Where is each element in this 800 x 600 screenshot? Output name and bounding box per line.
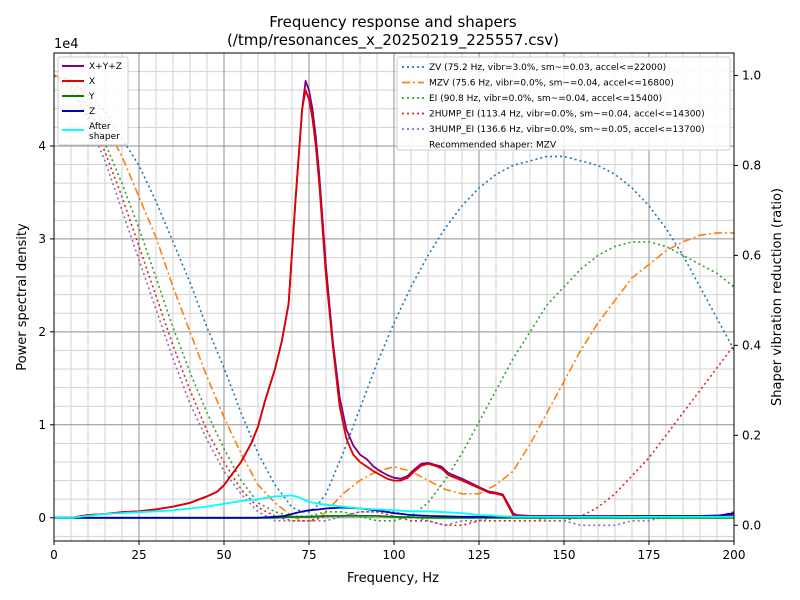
x-axis: 0 25 50 75 100 125 150 175 200 (50, 541, 745, 562)
shaper-line-mzv (54, 74, 734, 522)
legend-left-label: X+Y+Z (89, 62, 122, 72)
psd-line-x (54, 89, 734, 519)
legend-right-label: EI (90.8 Hz, vibr=0.0%, sm~=0.04, accel<… (429, 94, 662, 104)
y2-tick-label: 0.2 (742, 428, 761, 442)
recommended-shaper-note: Recommended shaper: MZV (429, 141, 557, 151)
legend-right-box (396, 56, 731, 151)
shaper-line-2hump-ei (54, 74, 734, 527)
legend-left-label: shaper (89, 132, 120, 142)
legend-left-box (57, 56, 129, 146)
x-tick-label: 200 (723, 548, 746, 562)
x-axis-label: Frequency, Hz (347, 571, 439, 586)
y2-tick-label: 1.0 (742, 68, 761, 82)
y-tick-label: 0 (38, 511, 46, 525)
x-tick-label: 125 (468, 548, 491, 562)
y2-tick-label: 0.8 (742, 158, 761, 172)
y2-axis-label: Shaper vibration reduction (ratio) (770, 188, 785, 406)
x-tick-label: 75 (301, 548, 316, 562)
x-tick-label: 0 (50, 548, 58, 562)
y-axis-left: 0 1 2 3 4 (38, 139, 54, 525)
y-axis-label: Power spectral density (15, 223, 30, 371)
chart-title: Frequency response and shapers (269, 13, 517, 31)
chart-subtitle: (/tmp/resonances_x_20250219_225557.csv) (227, 31, 559, 50)
y-tick-label: 1 (38, 418, 46, 432)
y2-tick-label: 0.0 (742, 518, 761, 532)
plot-lines (54, 74, 734, 527)
legend-left-label: Y (88, 92, 95, 102)
x-tick-label: 50 (216, 548, 231, 562)
x-tick-label: 150 (553, 548, 576, 562)
legend-left-label: X (89, 77, 95, 87)
y2-tick-label: 0.6 (742, 248, 761, 262)
legend-right: ZV (75.2 Hz, vibr=3.0%, sm~=0.03, accel<… (396, 56, 731, 151)
x-tick-label: 25 (131, 548, 146, 562)
legend-left-label: Z (89, 107, 95, 117)
shaper-line-3hump-ei (54, 74, 734, 527)
legend-left-label: After (89, 122, 111, 132)
legend-right-label: MZV (75.6 Hz, vibr=0.0%, sm~=0.04, accel… (429, 79, 674, 89)
y2-tick-label: 0.4 (742, 338, 761, 352)
y-axis-right: 0.0 0.2 0.4 0.6 0.8 1.0 (734, 68, 761, 532)
legend-right-label: ZV (75.2 Hz, vibr=3.0%, sm~=0.03, accel<… (429, 63, 666, 73)
legend-right-label: 2HUMP_EI (113.4 Hz, vibr=0.0%, sm~=0.04,… (429, 110, 705, 120)
y-tick-label: 4 (38, 139, 46, 153)
x-tick-label: 175 (638, 548, 661, 562)
y-tick-label: 3 (38, 232, 46, 246)
legend-right-label: 3HUMP_EI (136.6 Hz, vibr=0.0%, sm~=0.05,… (429, 125, 705, 135)
y-tick-label: 2 (38, 325, 46, 339)
psd-line-after-shaper (54, 494, 734, 519)
shaper-line-zv (54, 74, 734, 513)
x-tick-label: 100 (383, 548, 406, 562)
y-multiplier: 1e4 (54, 37, 79, 52)
shaper-line-ei (54, 74, 734, 522)
